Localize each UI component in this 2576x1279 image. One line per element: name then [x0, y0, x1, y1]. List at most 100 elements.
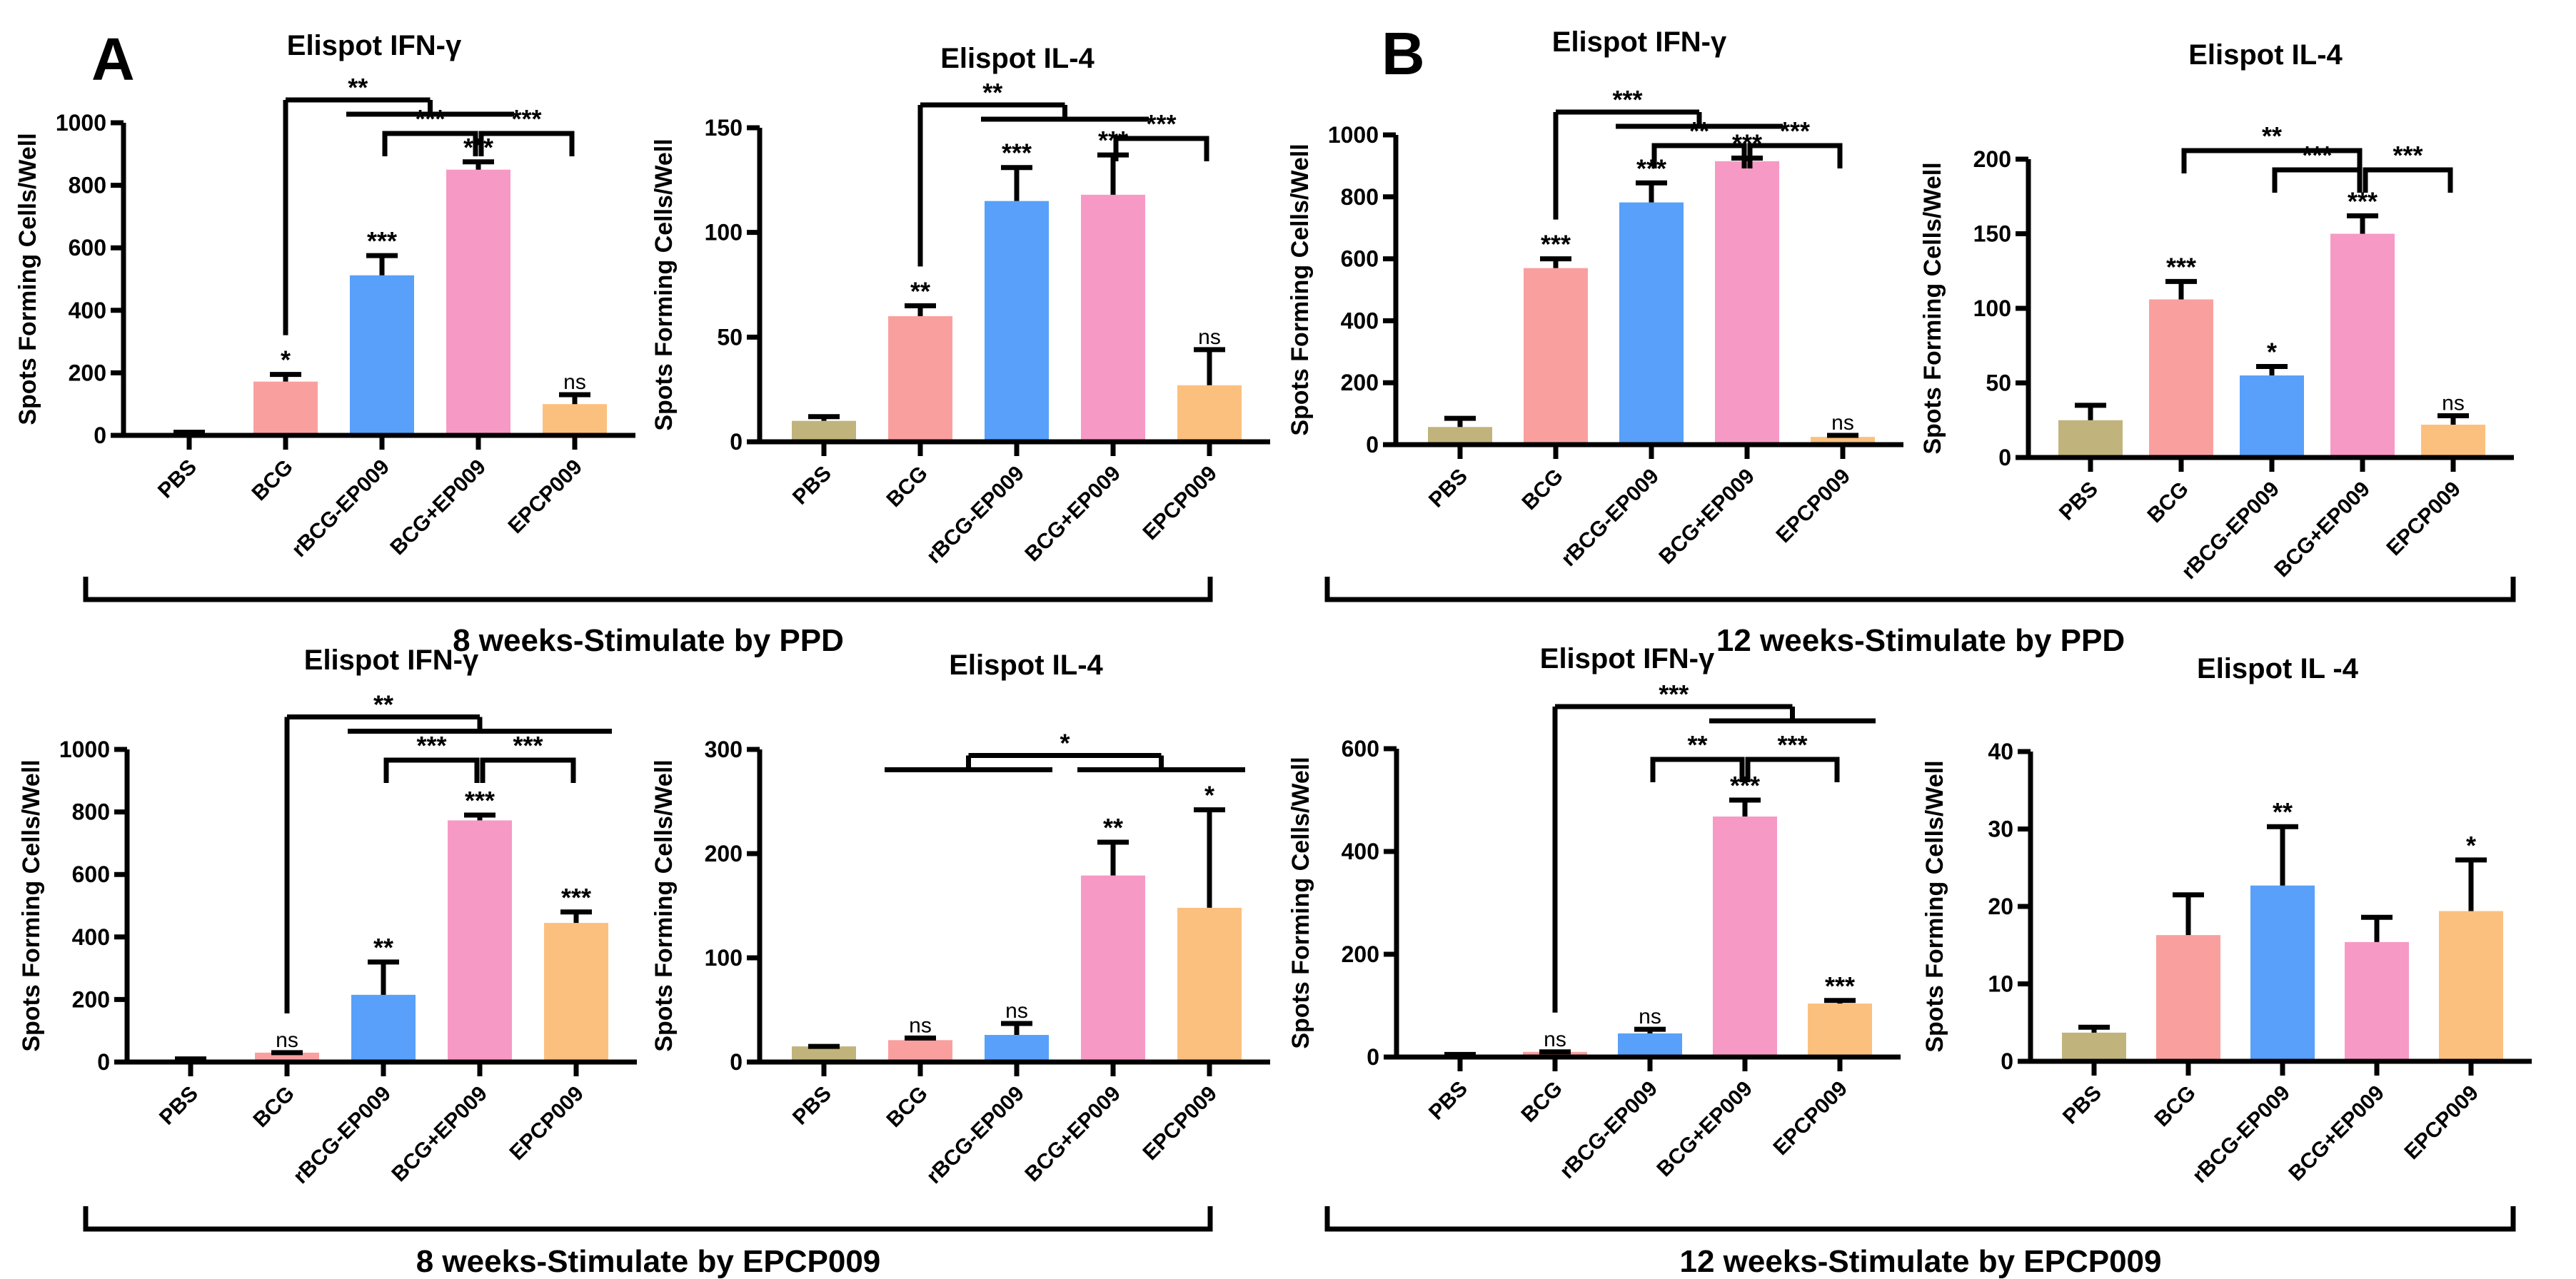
comparison-label: *** — [1612, 85, 1642, 114]
x-tick-label: BCG — [882, 462, 932, 512]
error-bar — [2347, 213, 2378, 234]
significance-label: *** — [1825, 971, 1855, 1001]
y-tick-label: 150 — [705, 115, 743, 141]
error-bar — [1194, 807, 1225, 908]
y-tick-label: 100 — [705, 220, 743, 246]
bar — [1715, 161, 1779, 445]
x-tick-label: PBS — [154, 455, 201, 503]
comparison-label: * — [1060, 729, 1070, 758]
y-tick-label: 600 — [72, 861, 110, 887]
y-tick-label: 1000 — [1328, 122, 1379, 148]
bar — [1618, 1033, 1682, 1057]
x-tick-label: EPCP009 — [2400, 1081, 2482, 1164]
bar — [2156, 935, 2220, 1061]
error-bar — [2267, 824, 2298, 886]
section-label-a-bottom: 8 weeks-Stimulate by EPCP009 — [416, 1244, 881, 1279]
x-tick-label: PBS — [788, 1082, 836, 1130]
y-axis-label: Spots Forming Cells/Well — [1287, 143, 1314, 435]
significance-label: *** — [465, 786, 495, 815]
bar — [2330, 233, 2395, 457]
y-tick-label: 600 — [1342, 736, 1379, 762]
x-tick-label: BCG — [247, 455, 297, 505]
y-tick-label: 300 — [705, 737, 743, 762]
x-tick-label: BCG — [2150, 1081, 2200, 1131]
error-bar — [2437, 413, 2469, 425]
error-bar — [366, 253, 398, 275]
comparison-label: *** — [416, 731, 446, 760]
bar — [2149, 299, 2213, 457]
bar — [1811, 437, 1875, 445]
section-label-b-bottom: 12 weeks-Stimulate by EPCP009 — [1680, 1244, 2162, 1279]
section-bracket-a-bottom — [83, 1206, 1213, 1232]
y-axis-label: Spots Forming Cells/Well — [1919, 162, 1946, 454]
bar — [543, 404, 607, 435]
section-bracket-b-top — [1324, 577, 2516, 602]
chart-title: Elispot IFN-γ — [304, 644, 479, 676]
error-bar — [2075, 403, 2106, 420]
comparison-label: ** — [982, 78, 1002, 107]
error-bar — [464, 812, 495, 821]
x-tick-label: rBCG-EP009 — [922, 462, 1028, 568]
bar — [2421, 425, 2485, 457]
significance-label: ** — [1103, 813, 1123, 842]
chart-title: Elispot IL-4 — [949, 649, 1103, 681]
error-bar — [1001, 165, 1032, 201]
error-bar — [1194, 347, 1225, 385]
significance-label: ns — [1544, 1028, 1566, 1051]
comparison-label: *** — [2393, 141, 2422, 170]
significance-label: ns — [1005, 999, 1028, 1023]
error-bar — [905, 1035, 936, 1041]
bar — [351, 994, 416, 1062]
bracket-line — [1650, 757, 1745, 782]
x-tick-label: BCG — [1516, 1077, 1566, 1127]
x-tick-label: BCG — [2143, 477, 2193, 527]
significance-label: ns — [276, 1028, 298, 1052]
y-tick-label: 10 — [1988, 971, 2013, 997]
bar — [1081, 875, 1145, 1062]
significance-label: *** — [2348, 186, 2378, 216]
bar — [2062, 1032, 2126, 1061]
bar — [2439, 911, 2503, 1061]
bracket-line — [2181, 148, 2363, 173]
x-tick-label: BCG+EP009 — [2270, 477, 2375, 582]
error-bar — [1444, 415, 1476, 428]
y-tick-label: 200 — [705, 841, 743, 866]
chart-title: Elispot IFN-γ — [1552, 26, 1727, 58]
y-axis-label: Spots Forming Cells/Well — [650, 138, 678, 430]
bar — [1081, 194, 1145, 442]
significance-label: ns — [909, 1013, 932, 1037]
comparison-bracket — [284, 714, 612, 1013]
x-tick-label: PBS — [2058, 1081, 2106, 1129]
error-bar — [463, 159, 494, 170]
bar — [985, 201, 1049, 442]
bar — [350, 275, 414, 435]
y-tick-label: 600 — [1341, 246, 1379, 272]
significance-label: *** — [1541, 230, 1571, 259]
error-bar — [368, 959, 399, 995]
panel-letter-b: B — [1382, 20, 1425, 87]
x-tick-label: BCG+EP009 — [386, 455, 490, 560]
y-tick-label: 50 — [717, 324, 743, 350]
x-tick-label: PBS — [1424, 465, 1472, 512]
bar — [2058, 420, 2123, 457]
bracket-line — [383, 757, 480, 783]
x-tick-label: rBCG-EP009 — [1555, 1077, 1661, 1183]
error-bar — [1097, 839, 1129, 876]
significance-label: * — [2466, 831, 2476, 860]
x-tick-label: EPCP009 — [1771, 465, 1854, 547]
x-tick-label: PBS — [155, 1082, 203, 1130]
x-tick-label: rBCG-EP009 — [288, 1082, 395, 1188]
y-tick-label: 200 — [1973, 146, 2011, 172]
significance-label: *** — [561, 883, 591, 912]
error-bar — [905, 303, 936, 316]
significance-label: *** — [1636, 153, 1666, 183]
y-tick-label: 1000 — [56, 110, 106, 136]
comparison-label: *** — [511, 104, 541, 133]
x-tick-label: BCG+EP009 — [1020, 1082, 1125, 1187]
x-tick-label: EPCP009 — [503, 455, 586, 538]
y-axis-label: Spots Forming Cells/Well — [1287, 757, 1314, 1048]
chart-title: Elispot IFN-γ — [1540, 643, 1715, 674]
y-tick-label: 50 — [1986, 370, 2011, 396]
